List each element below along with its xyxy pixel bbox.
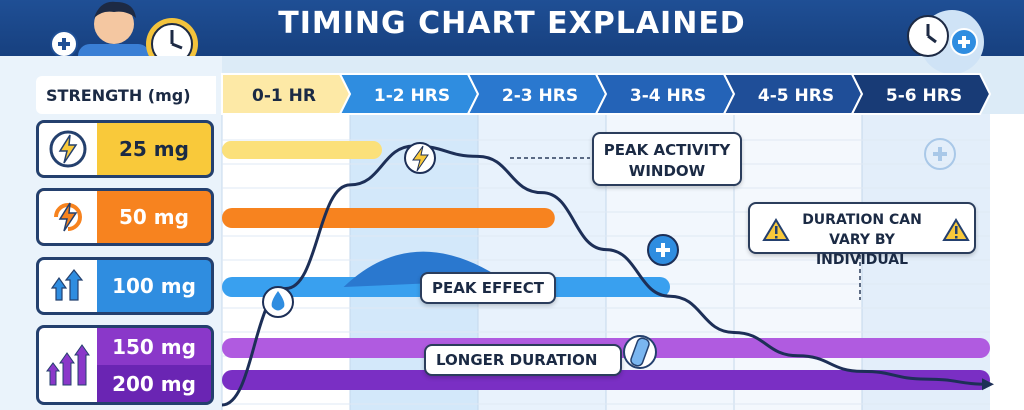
- time-column: [734, 114, 862, 410]
- clock-icon-right: [907, 10, 984, 74]
- strength-50mg: 50 mg: [36, 188, 214, 246]
- strength-label: 100 mg: [112, 274, 196, 298]
- strength-label: 150 mg: [97, 328, 211, 365]
- duration-bar: [222, 370, 990, 390]
- duration-bar: [222, 208, 555, 228]
- drop-icon: [271, 291, 285, 311]
- strength-100mg: 100 mg: [36, 257, 214, 315]
- time-header-label: 4-5 HRS: [758, 86, 834, 106]
- duration-bar: [222, 141, 382, 159]
- strength-label: 50 mg: [119, 205, 189, 229]
- time-header-label: 0-1 HR: [252, 86, 316, 106]
- duration-vary-text: DURATION CAN VARY BY INDIVIDUAL: [802, 212, 922, 268]
- time-header-5: [850, 73, 992, 115]
- longer-duration-text: LONGER DURATION: [436, 351, 598, 369]
- triple-up-arrows-icon: [39, 328, 97, 402]
- effect-curve: [221, 144, 991, 407]
- plus-bar: [661, 243, 665, 257]
- time-column: [222, 114, 350, 410]
- lightning-cycle-icon: [39, 191, 97, 243]
- peak-effect-callout: PEAK EFFECT: [420, 272, 556, 304]
- lightning-icon: [39, 123, 97, 175]
- faint-plus-icon: [924, 138, 956, 170]
- peak-activity-text: PEAK ACTIVITY WINDOW: [603, 141, 731, 180]
- strength-25mg: 25 mg: [36, 120, 214, 178]
- peak-activity-callout: PEAK ACTIVITY WINDOW: [592, 132, 742, 186]
- time-header-label: 3-4 HRS: [630, 86, 706, 106]
- duration-vary-callout: DURATION CAN VARY BY INDIVIDUAL: [748, 202, 976, 268]
- page-title: TIMING CHART EXPLAINED: [278, 6, 746, 41]
- strength-150-200mg: 150 mg 200 mg: [36, 325, 214, 405]
- plus-bar: [938, 147, 942, 161]
- time-header-label: 1-2 HRS: [374, 86, 450, 106]
- lightning-icon: [412, 145, 429, 172]
- strength-label: 25 mg: [119, 137, 189, 161]
- curve-arrow-head: [982, 378, 994, 391]
- longer-duration-callout: LONGER DURATION: [424, 344, 622, 376]
- time-column: [862, 114, 990, 410]
- up-arrows-icon: [39, 260, 97, 312]
- strength-label: 200 mg: [97, 365, 211, 402]
- time-header-label: 5-6 HRS: [886, 86, 962, 106]
- time-header-label: 2-3 HRS: [502, 86, 578, 106]
- peak-effect-text: PEAK EFFECT: [432, 279, 544, 297]
- strength-header: STRENGTH (mg): [36, 76, 216, 114]
